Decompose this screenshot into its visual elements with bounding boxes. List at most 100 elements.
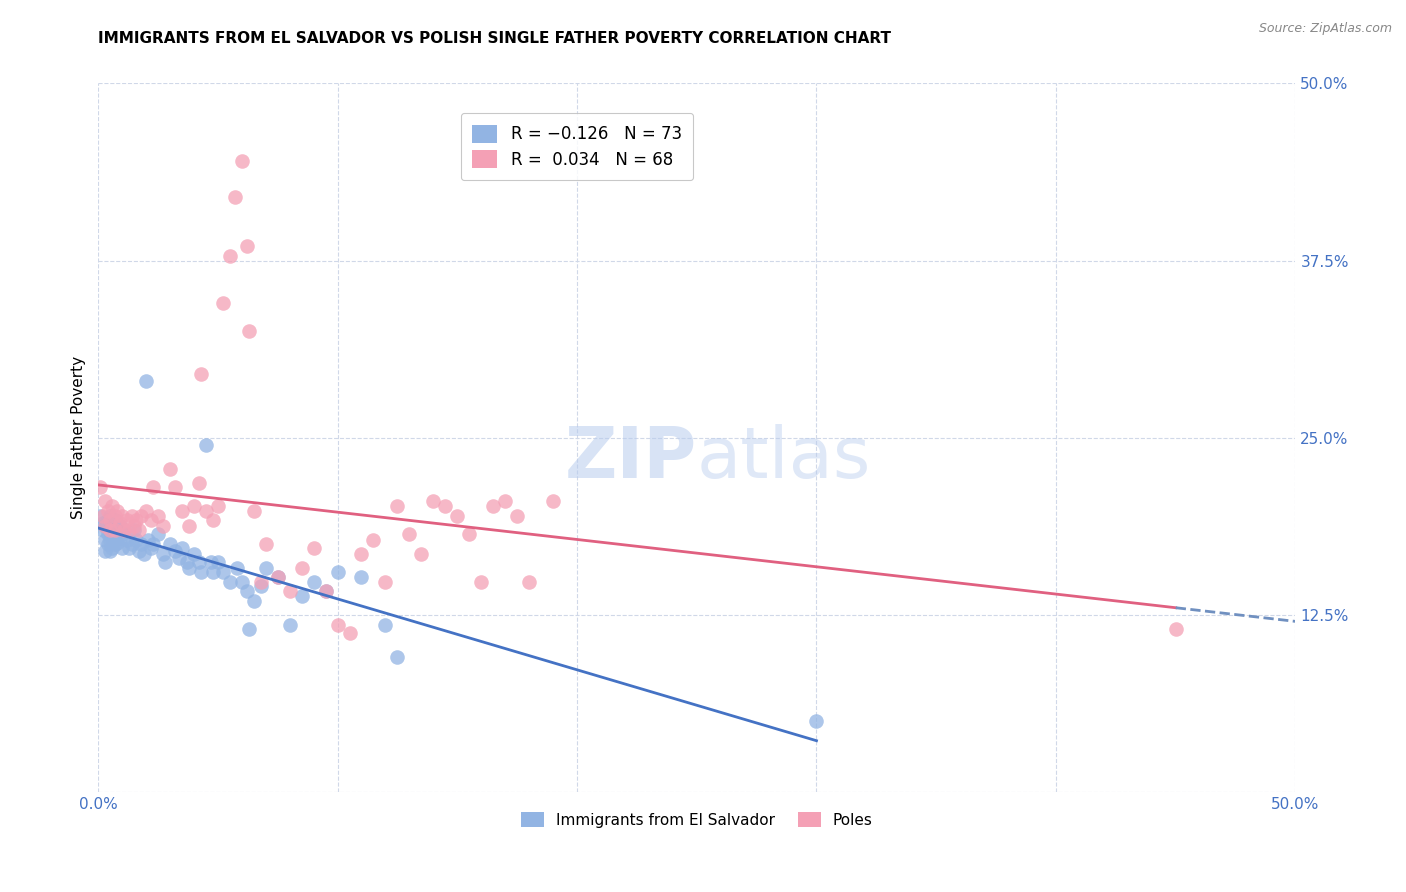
Point xyxy=(398,527,420,541)
Point xyxy=(122,523,145,537)
Point xyxy=(146,527,169,541)
Point xyxy=(266,569,288,583)
Point xyxy=(806,714,828,728)
Point xyxy=(132,547,155,561)
Point xyxy=(291,561,314,575)
Point xyxy=(112,523,135,537)
Point xyxy=(111,508,134,523)
Point xyxy=(94,544,117,558)
Point xyxy=(315,583,337,598)
Point xyxy=(218,249,240,263)
Point xyxy=(250,575,273,590)
Point xyxy=(111,527,134,541)
Point xyxy=(128,523,150,537)
Point xyxy=(254,561,277,575)
Point xyxy=(129,508,152,523)
Point xyxy=(104,508,127,523)
Point xyxy=(91,508,114,523)
Point xyxy=(187,476,209,491)
Point xyxy=(302,575,325,590)
Point xyxy=(194,438,217,452)
Point xyxy=(111,541,134,556)
Point xyxy=(411,547,433,561)
Point xyxy=(363,533,385,547)
Point xyxy=(494,494,516,508)
Point xyxy=(242,504,264,518)
Point xyxy=(315,583,337,598)
Point xyxy=(226,561,249,575)
Point xyxy=(152,518,174,533)
Point xyxy=(326,617,349,632)
Point xyxy=(183,499,205,513)
Point xyxy=(170,541,193,556)
Point xyxy=(291,590,314,604)
Point xyxy=(121,537,143,551)
Point xyxy=(152,547,174,561)
Point xyxy=(108,531,131,545)
Point xyxy=(207,555,229,569)
Point xyxy=(541,494,564,508)
Point xyxy=(326,566,349,580)
Point xyxy=(242,593,264,607)
Point xyxy=(238,622,260,636)
Point xyxy=(138,533,160,547)
Point xyxy=(224,190,246,204)
Point xyxy=(97,504,120,518)
Point xyxy=(105,504,128,518)
Point xyxy=(142,537,165,551)
Point xyxy=(506,508,529,523)
Point xyxy=(94,518,117,533)
Point xyxy=(434,499,457,513)
Point xyxy=(105,523,128,537)
Point xyxy=(218,575,240,590)
Point xyxy=(163,480,186,494)
Point xyxy=(94,494,117,508)
Point xyxy=(387,499,409,513)
Text: ZIP: ZIP xyxy=(564,425,697,493)
Point xyxy=(201,513,224,527)
Point xyxy=(170,504,193,518)
Point xyxy=(129,537,152,551)
Point xyxy=(115,533,138,547)
Point xyxy=(108,518,131,533)
Point xyxy=(201,566,224,580)
Point xyxy=(159,462,181,476)
Point xyxy=(101,541,124,556)
Point xyxy=(108,516,131,530)
Legend: Immigrants from El Salvador, Poles: Immigrants from El Salvador, Poles xyxy=(515,805,879,834)
Point xyxy=(1164,622,1187,636)
Point xyxy=(211,566,233,580)
Point xyxy=(517,575,540,590)
Point xyxy=(470,575,492,590)
Point xyxy=(482,499,505,513)
Point xyxy=(98,544,121,558)
Point xyxy=(91,516,114,530)
Point xyxy=(101,518,124,533)
Point xyxy=(98,508,121,523)
Point xyxy=(101,499,124,513)
Point xyxy=(98,523,121,537)
Point xyxy=(97,513,120,527)
Point xyxy=(104,523,127,537)
Point xyxy=(98,533,121,547)
Point xyxy=(121,508,143,523)
Point xyxy=(169,551,191,566)
Point xyxy=(231,154,253,169)
Point xyxy=(125,513,148,527)
Point xyxy=(254,537,277,551)
Point xyxy=(200,555,222,569)
Point xyxy=(446,508,468,523)
Point xyxy=(266,569,288,583)
Point xyxy=(350,569,373,583)
Point xyxy=(211,296,233,310)
Point xyxy=(187,555,209,569)
Point xyxy=(112,523,135,537)
Point xyxy=(139,513,162,527)
Text: Source: ZipAtlas.com: Source: ZipAtlas.com xyxy=(1258,22,1392,36)
Point xyxy=(339,626,361,640)
Point xyxy=(125,533,148,547)
Point xyxy=(238,325,260,339)
Point xyxy=(146,508,169,523)
Point xyxy=(194,504,217,518)
Point xyxy=(458,527,481,541)
